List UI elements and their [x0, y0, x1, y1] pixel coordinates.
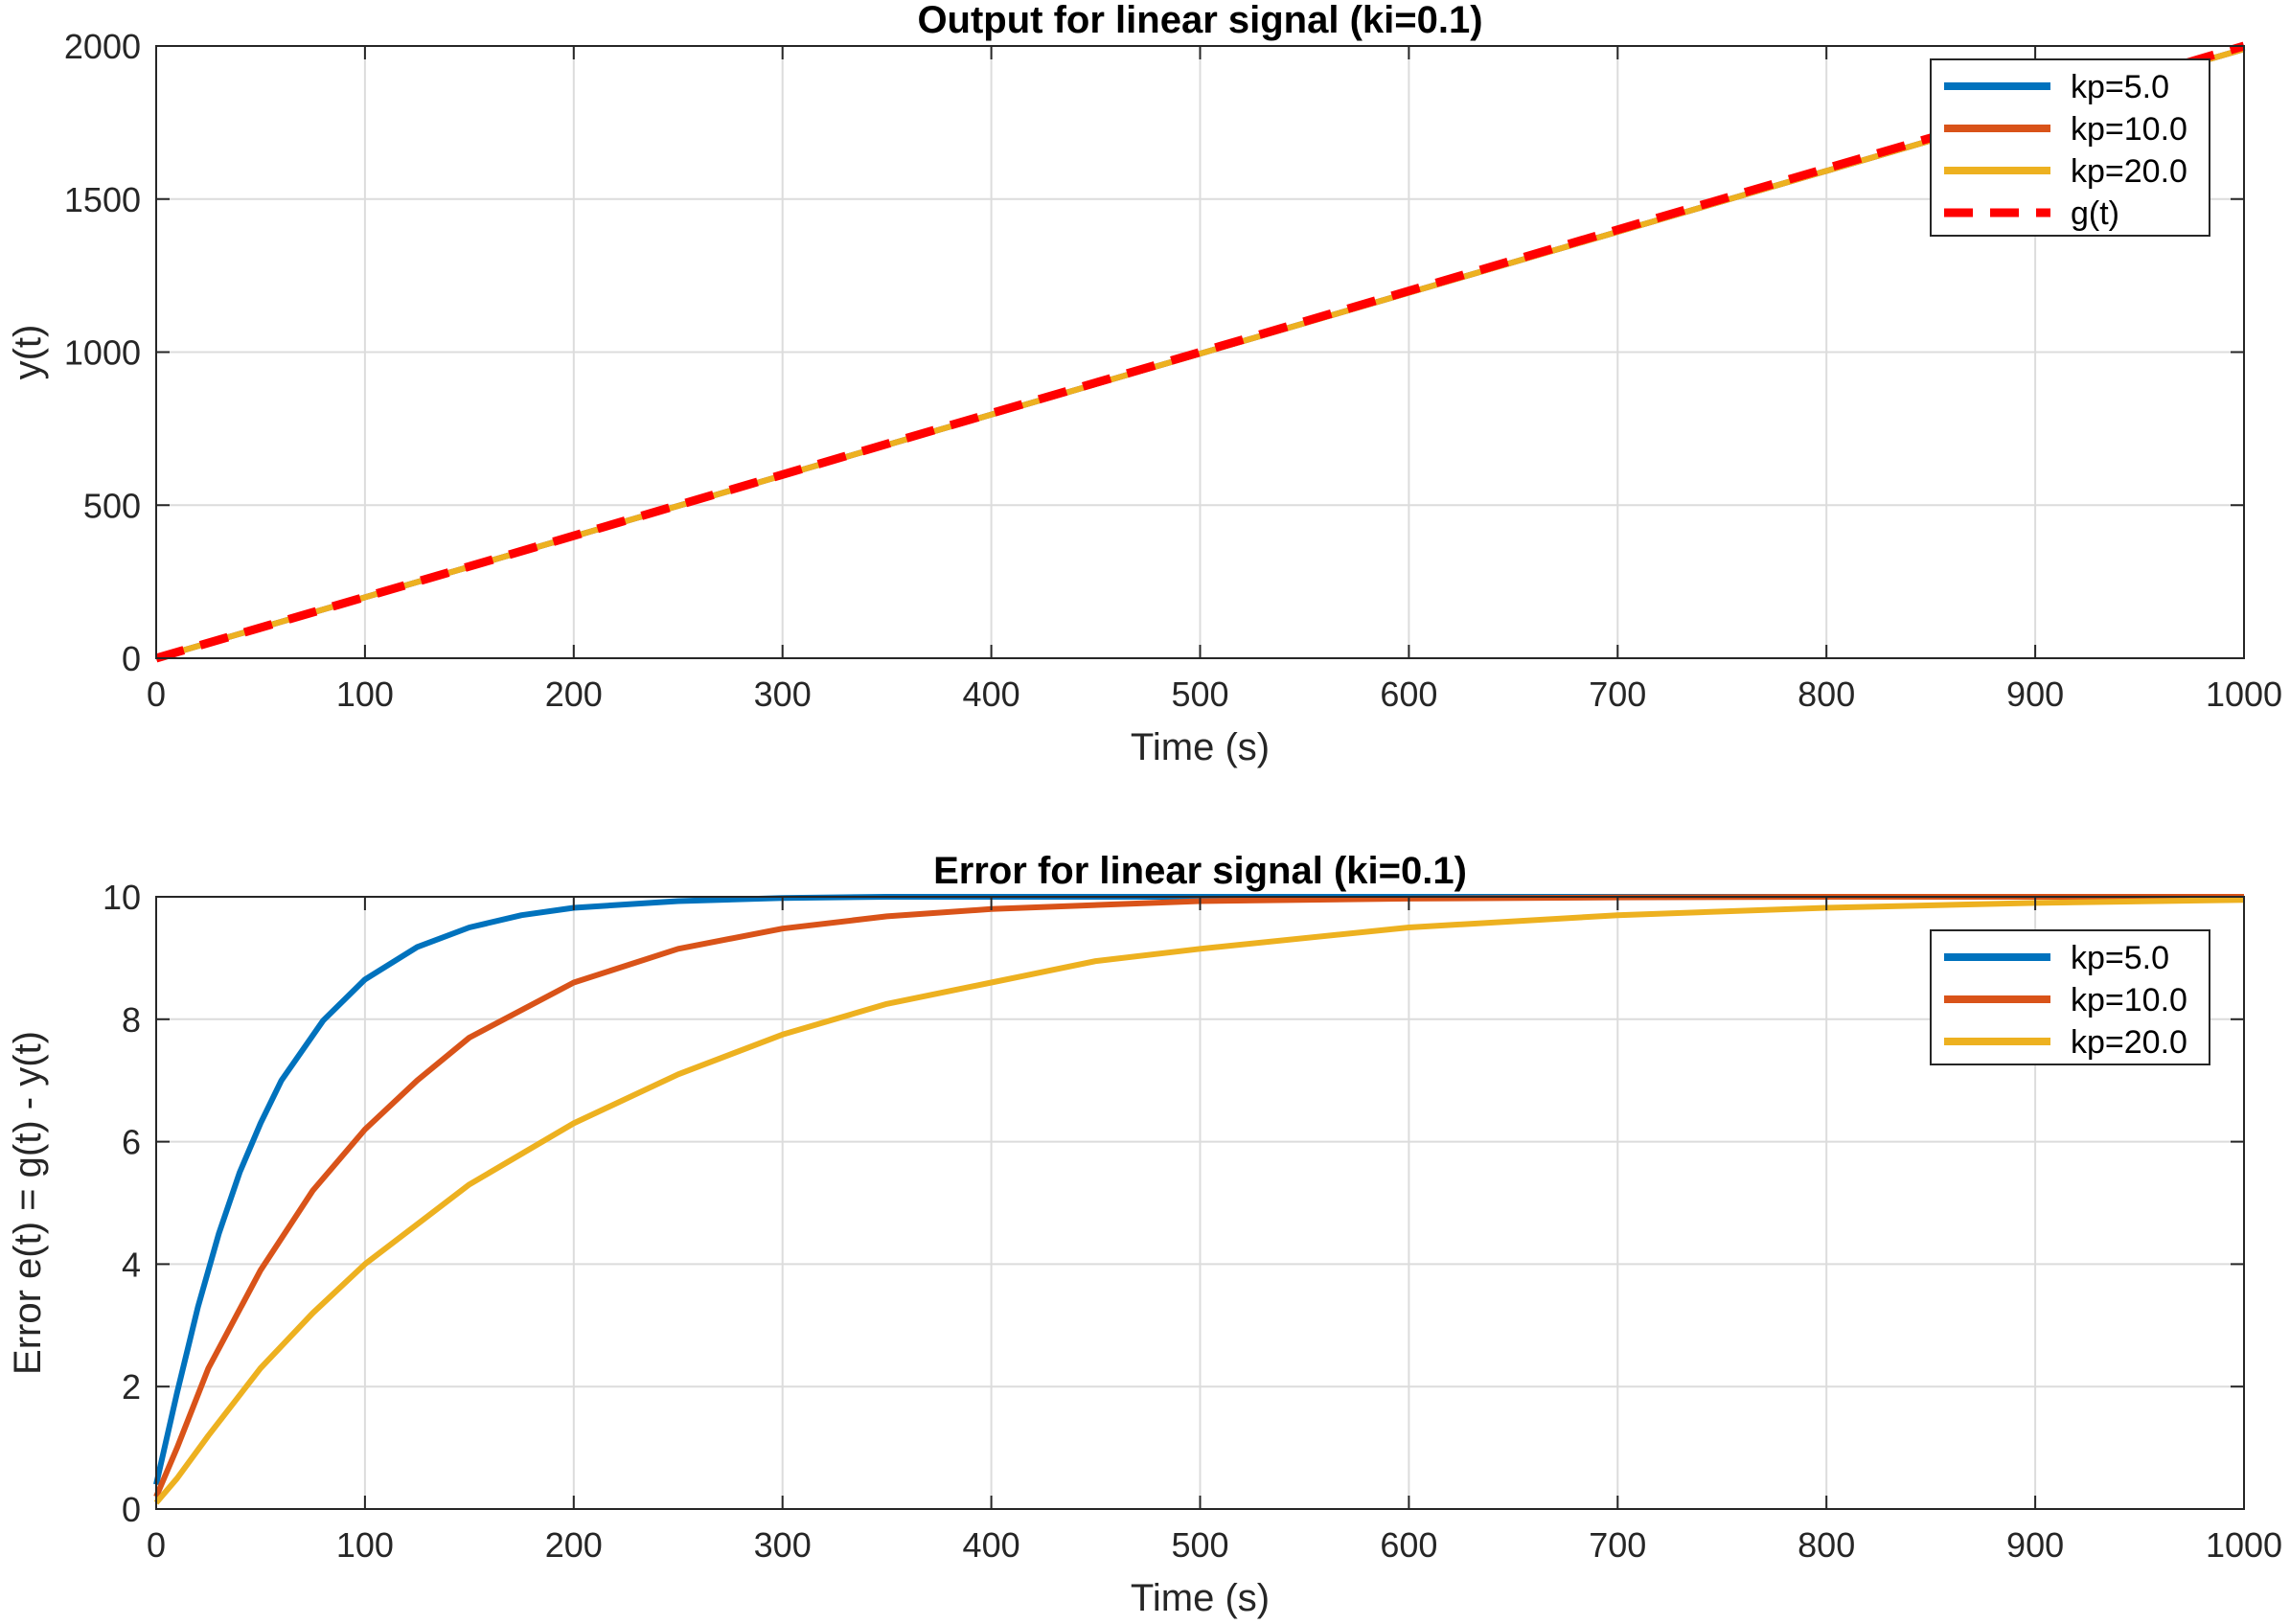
error-series-3-line [153, 897, 2245, 1505]
error-y-tick-label: 0 [122, 1490, 141, 1529]
error-legend-label: kp=5.0 [2071, 940, 2169, 976]
error-y-tick-label: 10 [103, 878, 141, 917]
output-y-tick-label: 2000 [64, 27, 141, 66]
output-y-tick-label: 1000 [64, 333, 141, 373]
output-x-tick-label: 200 [545, 675, 603, 714]
error-x-tick-label: 800 [1798, 1525, 1855, 1565]
output-x-tick-label: 800 [1798, 675, 1855, 714]
error-x-tick-label: 400 [963, 1525, 1020, 1565]
output-x-tick-label: 700 [1589, 675, 1646, 714]
output-y-tick-label: 500 [83, 486, 141, 525]
output-y-tick-label: 1500 [64, 180, 141, 219]
output-chart-legend: kp=5.0 kp=10.0 kp=20.0 g(t) [1930, 58, 2210, 237]
error-x-tick-label: 900 [2006, 1525, 2064, 1565]
output-chart-ylabel: y(t) [7, 325, 49, 380]
error-x-tick-label: 0 [147, 1525, 166, 1565]
error-chart-ylabel: Error e(t) = g(t) - y(t) [7, 1031, 49, 1375]
error-x-tick-label: 700 [1589, 1525, 1646, 1565]
output-x-tick-label: 900 [2006, 675, 2064, 714]
error-x-tick-label: 500 [1171, 1525, 1228, 1565]
error-y-tick-label: 8 [122, 1000, 141, 1040]
error-chart-title: Error for linear signal (ki=0.1) [933, 850, 1467, 892]
error-chart-legend: kp=5.0 kp=10.0 kp=20.0 [1930, 929, 2210, 1065]
output-x-tick-label: 1000 [2206, 675, 2282, 714]
output-x-tick-label: 100 [336, 675, 394, 714]
output-x-tick-label: 600 [1380, 675, 1437, 714]
error-y-tick-label: 6 [122, 1123, 141, 1162]
output-legend-label: kp=20.0 [2071, 153, 2187, 190]
output-chart-xlabel: Time (s) [1131, 726, 1270, 768]
output-chart: 0 100 200 300 400 500 600 700 800 900 1000 0 500 1000… [7, 0, 2282, 768]
output-legend-label: kp=5.0 [2071, 69, 2169, 105]
error-x-tick-label: 600 [1380, 1525, 1437, 1565]
output-series-4-line [154, 41, 2246, 663]
error-chart-xlabel: Time (s) [1131, 1577, 1270, 1619]
output-legend-label: kp=10.0 [2071, 111, 2187, 148]
output-y-tick-label: 0 [122, 639, 141, 678]
error-y-tick-label: 4 [122, 1245, 141, 1284]
error-x-tick-label: 200 [545, 1525, 603, 1565]
output-chart-title: Output for linear signal (ki=0.1) [917, 0, 1482, 41]
output-x-tick-label: 400 [963, 675, 1020, 714]
error-legend-label: kp=20.0 [2071, 1024, 2187, 1061]
output-x-tick-label: 500 [1171, 675, 1228, 714]
error-x-tick-label: 1000 [2206, 1525, 2282, 1565]
output-legend-label: g(t) [2071, 195, 2119, 232]
output-x-tick-label: 0 [147, 675, 166, 714]
error-y-tick-label: 2 [122, 1367, 141, 1407]
error-x-tick-label: 100 [336, 1525, 394, 1565]
error-legend-label: kp=10.0 [2071, 982, 2187, 1018]
error-x-tick-label: 300 [754, 1525, 812, 1565]
error-chart: 0 100 200 300 400 500 600 700 800 900 10000246810 … [7, 850, 2282, 1619]
output-x-tick-label: 300 [754, 675, 812, 714]
